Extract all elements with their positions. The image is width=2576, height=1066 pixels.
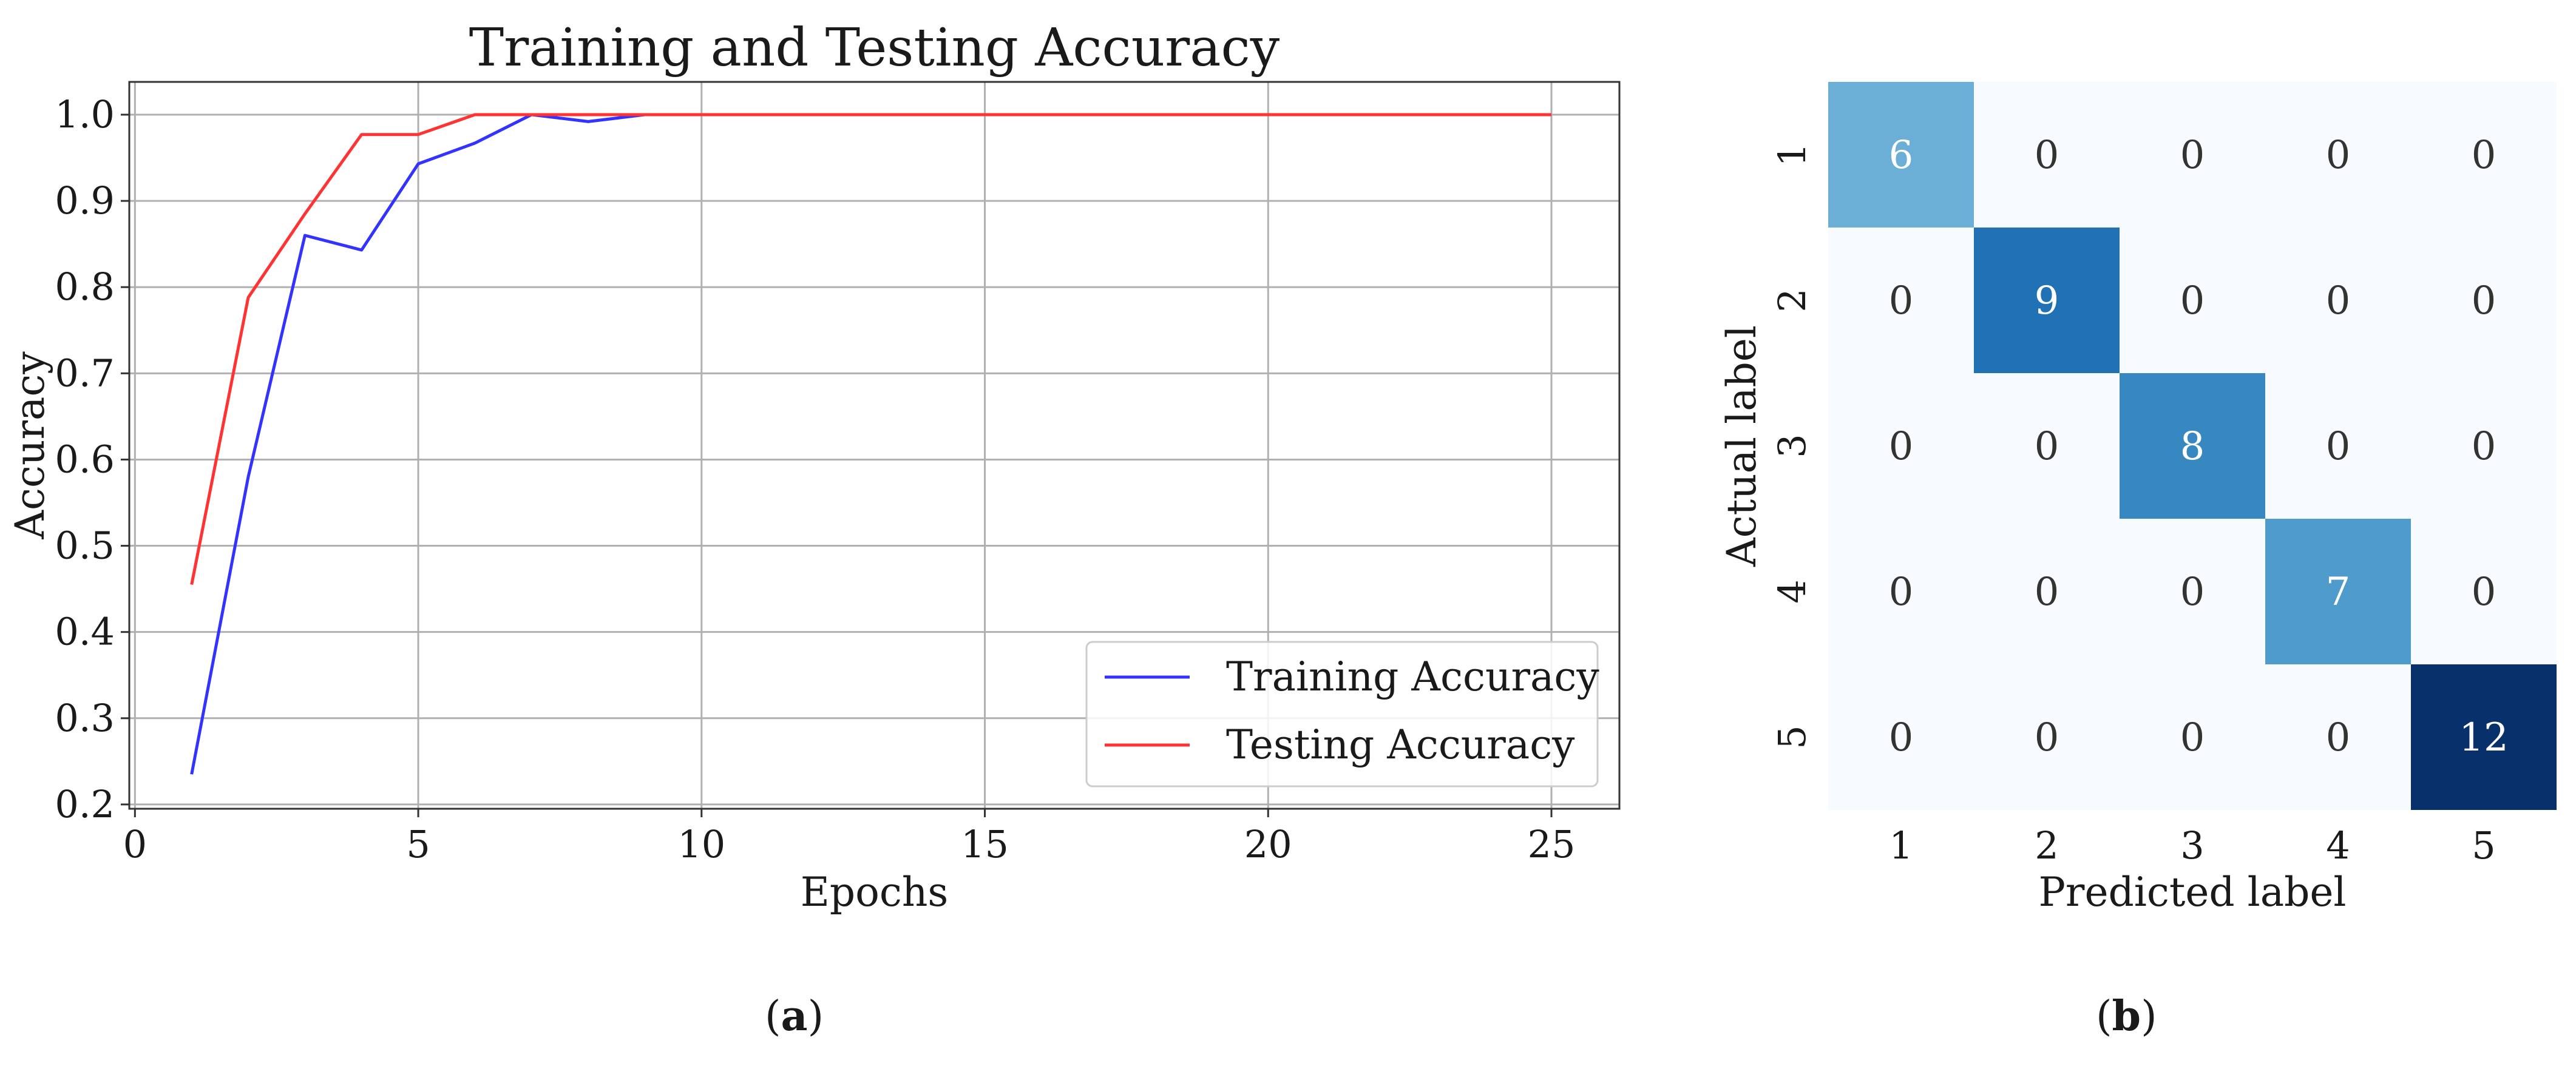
cell-value: 0	[1889, 715, 1914, 760]
heatmap-cell	[1828, 664, 1974, 810]
heatmap-cell	[2411, 664, 2557, 810]
heatmap-cell	[2265, 82, 2411, 228]
cell-value: 0	[2180, 570, 2205, 615]
panel-label-b: (b)	[2096, 992, 2157, 1041]
heatmap-cell	[2411, 82, 2557, 228]
heatmap-cell	[1974, 373, 2120, 519]
heatmap-cell	[1974, 519, 2120, 664]
legend-label-training: Training Accuracy	[1226, 653, 1599, 700]
heatmap-cell	[2411, 519, 2557, 664]
plot-frame	[128, 81, 1621, 810]
heatmap-cell	[2265, 664, 2411, 810]
confusion-matrix-heatmap: 6 0 0 0 00 9 0 0 00 0 8 0 00 0 0 7 00 0 0 0 121 2 3 4 512345Pred…	[1718, 82, 2557, 916]
y-tick-label: 1.0	[55, 92, 115, 137]
y-axis-label: Accuracy	[7, 351, 53, 540]
cell-value: 8	[2180, 424, 2205, 469]
y-tick-label: 5	[1770, 725, 1814, 749]
heatmap-cell	[2120, 82, 2265, 228]
cell-value: 0	[2326, 278, 2351, 323]
y-tick-label: 2	[1770, 288, 1814, 312]
cell-value: 0	[2326, 715, 2351, 760]
y-tick-label: 0.3	[55, 696, 115, 740]
cell-value: 7	[2326, 570, 2351, 615]
legend: Training Accuracy Testing Accuracy	[1085, 641, 1599, 788]
cell-value: 6	[1889, 133, 1914, 178]
heatmap-cell	[2265, 519, 2411, 664]
cell-value: 9	[2035, 278, 2059, 323]
accuracy-line-chart: 0 5 10 15 20 25 0.2 0.3 0.4 0.5 0.6 0.7 0.8 0.9 1.0 Tra…	[7, 18, 1621, 916]
cell-value: 0	[1889, 424, 1914, 469]
x-tick-label: 25	[1528, 822, 1576, 866]
cell-value: 0	[2180, 133, 2205, 178]
heatmap-cell	[2411, 373, 2557, 519]
x-tick-label: 4	[2326, 823, 2350, 868]
series-line-testing	[190, 113, 1551, 585]
y-tick-label: 0.9	[55, 178, 115, 223]
heatmap-cell	[1974, 228, 2120, 373]
cell-value: 0	[2472, 570, 2496, 615]
heatmap-cell	[2411, 228, 2557, 373]
y-tick-label: 0.2	[55, 782, 115, 826]
x-tick-label: 1	[1889, 823, 1913, 868]
chart-title: Training and Testing Accuracy	[469, 18, 1280, 78]
y-tick-label: 0.7	[55, 351, 115, 395]
x-tick-label: 15	[961, 822, 1009, 866]
cell-value: 0	[1889, 278, 1914, 323]
heatmap-cell	[1828, 373, 1974, 519]
y-axis-label: Actual label	[1718, 325, 1765, 567]
cell-value: 0	[2035, 715, 2059, 760]
y-tick-label: 1	[1770, 143, 1814, 166]
cell-value: 0	[2472, 133, 2496, 178]
y-tick-label: 0.5	[55, 524, 115, 568]
cell-value: 0	[2326, 133, 2351, 178]
heatmap-cell	[2120, 519, 2265, 664]
legend-label-testing: Testing Accuracy	[1226, 721, 1575, 768]
y-tick-label: 0.4	[55, 610, 115, 654]
heatmap-cell	[2120, 228, 2265, 373]
cell-value: 12	[2459, 715, 2508, 760]
y-tick-label: 0.6	[55, 437, 115, 481]
x-tick-label: 0	[123, 822, 147, 866]
cell-value: 0	[2472, 278, 2496, 323]
cell-value: 0	[2035, 424, 2059, 469]
x-axis-label: Predicted label	[2038, 869, 2346, 916]
heatmap-cell	[2265, 228, 2411, 373]
cell-value: 0	[2180, 278, 2205, 323]
x-tick-label: 10	[677, 822, 725, 866]
x-tick-label: 2	[2035, 823, 2058, 868]
cell-value: 0	[2472, 424, 2496, 469]
x-tick-label: 3	[2180, 823, 2204, 868]
heatmap-cell	[2120, 373, 2265, 519]
cell-value: 0	[2035, 133, 2059, 178]
heatmap-cell	[1974, 82, 2120, 228]
heatmap-cell	[1828, 519, 1974, 664]
heatmap-cell	[2265, 373, 2411, 519]
x-tick-label: 5	[2472, 823, 2495, 868]
cell-value: 0	[2035, 570, 2059, 615]
x-tick-label: 20	[1244, 822, 1292, 866]
y-tick-label: 4	[1770, 579, 1814, 603]
legend-box	[1085, 641, 1599, 788]
heatmap-cell	[2120, 664, 2265, 810]
cell-value: 0	[2326, 424, 2351, 469]
heatmap-cell	[1828, 82, 1974, 228]
cell-value: 0	[1889, 570, 1914, 615]
panel-label-a: (a)	[765, 992, 824, 1041]
y-tick-label: 0.8	[55, 265, 115, 309]
heatmap-cell	[1828, 228, 1974, 373]
x-tick-label: 5	[406, 822, 430, 866]
x-axis-label: Epochs	[801, 869, 949, 916]
cell-value: 0	[2180, 715, 2205, 760]
y-tick-label: 3	[1770, 434, 1814, 457]
heatmap-cell	[1974, 664, 2120, 810]
